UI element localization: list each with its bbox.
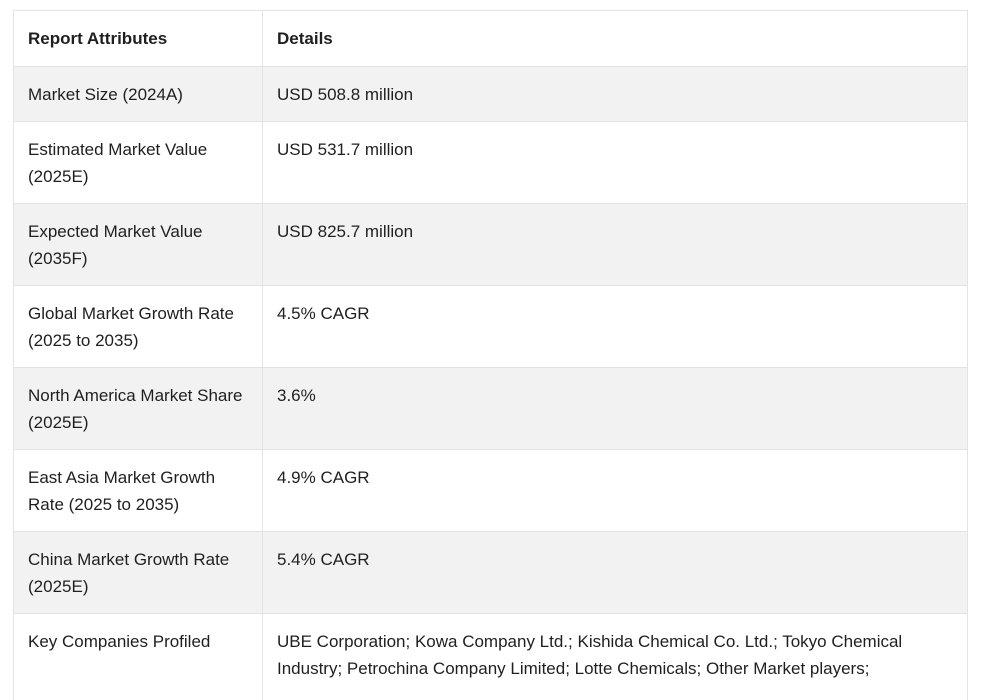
table-row: Estimated Market Value (2025E) USD 531.7… <box>13 121 968 204</box>
details-cell: 4.5% CAGR <box>262 285 968 368</box>
header-report-attributes: Report Attributes <box>13 10 263 67</box>
report-attributes-table: Report Attributes Details Market Size (2… <box>13 10 968 700</box>
details-cell: 4.9% CAGR <box>262 449 968 532</box>
table-row: China Market Growth Rate (2025E) 5.4% CA… <box>13 531 968 614</box>
attribute-cell: Expected Market Value (2035F) <box>13 203 263 286</box>
table-row: Expected Market Value (2035F) USD 825.7 … <box>13 203 968 286</box>
attribute-cell: Market Size (2024A) <box>13 66 263 122</box>
report-attributes-table-container: Report Attributes Details Market Size (2… <box>13 10 968 700</box>
details-cell: 5.4% CAGR <box>262 531 968 614</box>
attribute-cell: Key Companies Profiled <box>13 613 263 700</box>
header-details: Details <box>262 10 968 67</box>
table-row: Market Size (2024A) USD 508.8 million <box>13 66 968 122</box>
table-header-row: Report Attributes Details <box>13 10 968 67</box>
attribute-cell: Global Market Growth Rate (2025 to 2035) <box>13 285 263 368</box>
attribute-cell: Estimated Market Value (2025E) <box>13 121 263 204</box>
details-cell: USD 825.7 million <box>262 203 968 286</box>
attribute-cell: China Market Growth Rate (2025E) <box>13 531 263 614</box>
details-cell: 3.6% <box>262 367 968 450</box>
table-row: East Asia Market Growth Rate (2025 to 20… <box>13 449 968 532</box>
details-cell: USD 531.7 million <box>262 121 968 204</box>
table-row: Global Market Growth Rate (2025 to 2035)… <box>13 285 968 368</box>
details-cell: UBE Corporation; Kowa Company Ltd.; Kish… <box>262 613 968 700</box>
table-row: North America Market Share (2025E) 3.6% <box>13 367 968 450</box>
details-cell: USD 508.8 million <box>262 66 968 122</box>
table-row: Key Companies Profiled UBE Corporation; … <box>13 613 968 700</box>
attribute-cell: North America Market Share (2025E) <box>13 367 263 450</box>
attribute-cell: East Asia Market Growth Rate (2025 to 20… <box>13 449 263 532</box>
